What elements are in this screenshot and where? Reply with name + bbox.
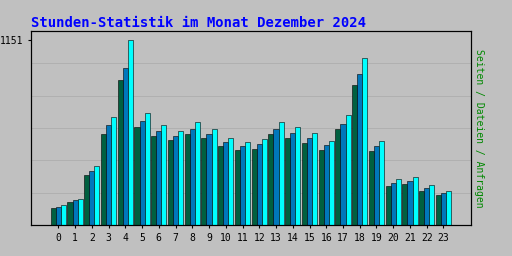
- Bar: [56, 207, 61, 225]
- Bar: [106, 125, 111, 225]
- Bar: [101, 134, 106, 225]
- Bar: [340, 124, 346, 225]
- Bar: [335, 130, 340, 225]
- Bar: [273, 129, 279, 225]
- Bar: [413, 177, 417, 225]
- Bar: [369, 151, 374, 225]
- Bar: [218, 146, 223, 225]
- Bar: [89, 170, 94, 225]
- Bar: [135, 127, 139, 225]
- Bar: [324, 145, 329, 225]
- Bar: [312, 133, 317, 225]
- Bar: [402, 184, 408, 225]
- Bar: [396, 179, 401, 225]
- Bar: [228, 137, 233, 225]
- Bar: [268, 134, 273, 225]
- Bar: [168, 140, 173, 225]
- Bar: [206, 134, 211, 225]
- Bar: [252, 149, 257, 225]
- Bar: [195, 122, 200, 225]
- Bar: [84, 175, 89, 225]
- Bar: [161, 125, 166, 225]
- Bar: [128, 40, 133, 225]
- Bar: [346, 115, 351, 225]
- Bar: [68, 202, 73, 225]
- Bar: [201, 138, 206, 225]
- Bar: [245, 142, 250, 225]
- Bar: [352, 85, 357, 225]
- Bar: [285, 137, 290, 225]
- Bar: [441, 193, 446, 225]
- Bar: [211, 129, 217, 225]
- Bar: [419, 191, 424, 225]
- Bar: [118, 80, 123, 225]
- Bar: [302, 143, 307, 225]
- Y-axis label: Seiten / Dateien / Anfragen: Seiten / Dateien / Anfragen: [474, 49, 484, 207]
- Bar: [391, 183, 396, 225]
- Bar: [139, 121, 144, 225]
- Bar: [173, 136, 178, 225]
- Bar: [436, 196, 441, 225]
- Bar: [446, 191, 451, 225]
- Bar: [61, 205, 66, 225]
- Bar: [51, 208, 56, 225]
- Bar: [290, 133, 295, 225]
- Bar: [178, 131, 183, 225]
- Bar: [240, 146, 245, 225]
- Bar: [318, 150, 324, 225]
- Bar: [123, 68, 128, 225]
- Bar: [374, 146, 379, 225]
- Bar: [357, 74, 362, 225]
- Bar: [144, 113, 150, 225]
- Bar: [77, 199, 82, 225]
- Bar: [156, 131, 161, 225]
- Bar: [279, 122, 284, 225]
- Bar: [257, 144, 262, 225]
- Bar: [151, 136, 156, 225]
- Text: Stunden-Statistik im Monat Dezember 2024: Stunden-Statistik im Monat Dezember 2024: [31, 16, 366, 29]
- Bar: [295, 127, 301, 225]
- Bar: [94, 166, 99, 225]
- Bar: [111, 118, 116, 225]
- Bar: [73, 200, 77, 225]
- Bar: [424, 188, 429, 225]
- Bar: [379, 141, 384, 225]
- Bar: [307, 138, 312, 225]
- Bar: [329, 141, 334, 225]
- Bar: [362, 58, 367, 225]
- Bar: [386, 186, 391, 225]
- Bar: [262, 139, 267, 225]
- Bar: [190, 129, 195, 225]
- Bar: [429, 185, 434, 225]
- Bar: [185, 134, 190, 225]
- Bar: [235, 151, 240, 225]
- Bar: [408, 181, 413, 225]
- Bar: [223, 142, 228, 225]
